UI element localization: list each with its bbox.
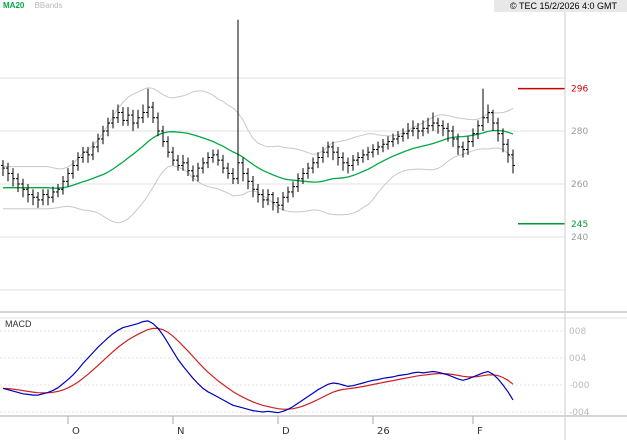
resistance-level-label: 296 <box>571 85 588 95</box>
macd-line <box>2 320 514 414</box>
bb-upper-line <box>3 87 514 170</box>
support-level-label: 245 <box>571 220 588 230</box>
price-tick-label: 280 <box>571 127 588 137</box>
price-tick-label: 240 <box>571 233 588 243</box>
bbands-legend-label: BBands <box>34 1 63 10</box>
copyright-timestamp: © TEC 15/2/2026 4:0 GMT <box>493 0 627 12</box>
month-label: D <box>282 426 290 437</box>
ma20-legend-label: MA20 <box>3 1 25 10</box>
macd-tick-label: 008 <box>569 327 586 337</box>
month-label: O <box>72 426 80 437</box>
macd-tick-label: -000 <box>569 381 590 391</box>
macd-tick-label: -004 <box>569 408 590 418</box>
macd-signal-line <box>2 327 514 410</box>
macd-panel-label: MACD <box>5 319 32 329</box>
legend: MA20 BBands <box>3 1 63 10</box>
price-tick-label: 260 <box>571 180 588 190</box>
macd-tick-label: 004 <box>569 354 586 364</box>
month-label: F <box>477 426 483 437</box>
month-label: N <box>177 426 184 437</box>
month-label: 26 <box>377 426 390 437</box>
ma20-line <box>3 129 514 189</box>
